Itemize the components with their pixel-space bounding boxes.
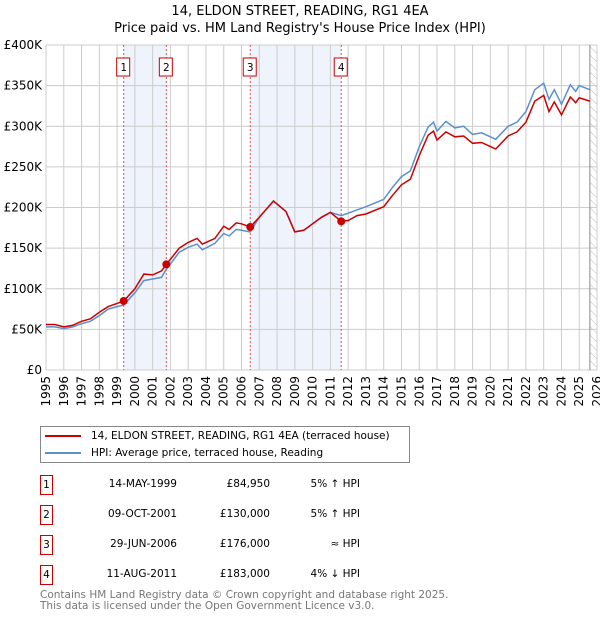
x-tick-label: 2006 <box>235 376 249 407</box>
sale-label-box <box>242 57 257 77</box>
sale-date: 14-MAY-1999 <box>108 478 177 490</box>
footer: Contains HM Land Registry data © Crown c… <box>40 590 448 612</box>
x-tick-label: 1996 <box>57 376 71 407</box>
legend-label: HPI: Average price, terraced house, Read… <box>91 447 324 459</box>
sale-label-number: 2 <box>163 62 170 74</box>
y-tick-label: £400K <box>4 38 44 52</box>
sale-row: 3 29-JUN-2006 £176,000 ≈ HPI <box>40 535 360 555</box>
sale-label-number: 4 <box>338 62 345 74</box>
sale-label-box <box>333 57 348 77</box>
x-tick-label: 2011 <box>323 376 337 407</box>
legend-item-property: 14, ELDON STREET, READING, RG1 4EA (terr… <box>45 428 390 444</box>
sale-point <box>246 223 255 231</box>
x-tick-label: 2024 <box>554 376 568 407</box>
x-tick-label: 2025 <box>572 376 586 407</box>
sale-price: £183,000 <box>219 568 270 580</box>
x-tick-label: 2004 <box>199 376 213 407</box>
sale-label-box <box>158 57 173 77</box>
sale-point <box>337 217 346 226</box>
x-tick-label: 2015 <box>394 376 408 407</box>
chart-subtitle: Price paid vs. HM Land Registry's House … <box>114 21 486 36</box>
y-tick-label: £50K <box>11 322 43 336</box>
legend-item-hpi: HPI: Average price, terraced house, Read… <box>45 445 323 461</box>
sale-price: £130,000 <box>219 508 270 520</box>
legend-label: 14, ELDON STREET, READING, RG1 4EA (terr… <box>91 430 390 442</box>
x-tick-label: 2021 <box>501 376 515 407</box>
x-tick-label: 2009 <box>288 376 302 407</box>
legend: 14, ELDON STREET, READING, RG1 4EA (terr… <box>40 426 410 463</box>
x-tick-label: 1999 <box>110 376 124 407</box>
sale-price: £176,000 <box>219 538 270 550</box>
x-tick-label: 2019 <box>466 376 480 407</box>
x-tick-label: 2017 <box>430 376 444 407</box>
footer-line: Contains HM Land Registry data © Crown c… <box>40 589 449 601</box>
x-tick-label: 1997 <box>75 376 89 407</box>
y-tick-label: £200K <box>4 201 44 215</box>
chart-title: 14, ELDON STREET, READING, RG1 4EA <box>171 4 429 19</box>
sale-point <box>119 296 128 305</box>
x-tick-label: 2023 <box>537 376 551 407</box>
x-tick-label: 2020 <box>483 376 497 407</box>
sale-number-badge: 1 <box>40 475 53 495</box>
sale-row: 2 09-OCT-2001 £130,000 5% ↑ HPI <box>40 505 360 525</box>
x-tick-label: 2016 <box>412 376 426 407</box>
x-tick-label: 2013 <box>359 376 373 407</box>
property-price-line <box>46 94 591 328</box>
y-tick-label: £300K <box>4 119 44 133</box>
x-tick-label: 1998 <box>92 376 106 407</box>
y-tick-label: £100K <box>4 282 44 296</box>
sale-label-number: 3 <box>247 62 254 74</box>
sale-hpi-relation: 5% ↑ HPI <box>310 508 360 520</box>
x-tick-label: 2001 <box>146 376 160 407</box>
x-tick-label: 2000 <box>128 376 142 407</box>
x-tick-label: 2018 <box>448 376 462 407</box>
y-tick-label: £150K <box>4 241 44 255</box>
sale-date: 11-AUG-2011 <box>106 568 177 580</box>
x-tick-label: 2010 <box>306 376 320 407</box>
x-tick-label: 2008 <box>270 376 284 407</box>
sale-number-badge: 3 <box>40 535 53 555</box>
sale-row: 4 11-AUG-2011 £183,000 4% ↓ HPI <box>40 565 360 585</box>
y-tick-label: £350K <box>4 79 44 93</box>
sale-hpi-relation: 5% ↑ HPI <box>310 478 360 490</box>
legend-swatch-blue <box>45 452 81 454</box>
sale-date: 09-OCT-2001 <box>108 508 177 520</box>
x-tick-label: 2022 <box>519 376 533 407</box>
sale-point <box>162 260 171 269</box>
x-tick-label: 2005 <box>217 376 231 407</box>
footer-line: This data is licensed under the Open Gov… <box>40 600 375 612</box>
y-tick-label: £0 <box>27 363 42 377</box>
sale-hpi-relation: ≈ HPI <box>330 538 360 550</box>
sale-label-box <box>116 57 131 77</box>
chart-plot: 1995 1996 1997 1998 1999 2000 2001 2002 2003 2004… <box>4 38 600 407</box>
sale-date: 29-JUN-2006 <box>110 538 177 550</box>
sale-hpi-relation: 4% ↓ HPI <box>310 568 360 580</box>
sale-number-badge: 4 <box>40 565 53 585</box>
y-tick-label: £250K <box>4 160 44 174</box>
x-tick-label: 2003 <box>181 376 195 407</box>
x-tick-label: 2012 <box>341 376 355 407</box>
sale-row: 1 14-MAY-1999 £84,950 5% ↑ HPI <box>40 475 360 495</box>
x-tick-label: 2026 <box>590 376 600 407</box>
sale-number-badge: 2 <box>40 505 53 525</box>
x-tick-label: 2007 <box>252 376 266 407</box>
legend-swatch-red <box>45 435 81 437</box>
x-tick-label: 2014 <box>377 376 391 407</box>
sale-price: £84,950 <box>226 478 270 490</box>
x-tick-label: 1995 <box>39 376 53 407</box>
sale-label-number: 1 <box>120 62 127 74</box>
x-tick-label: 2002 <box>163 376 177 407</box>
